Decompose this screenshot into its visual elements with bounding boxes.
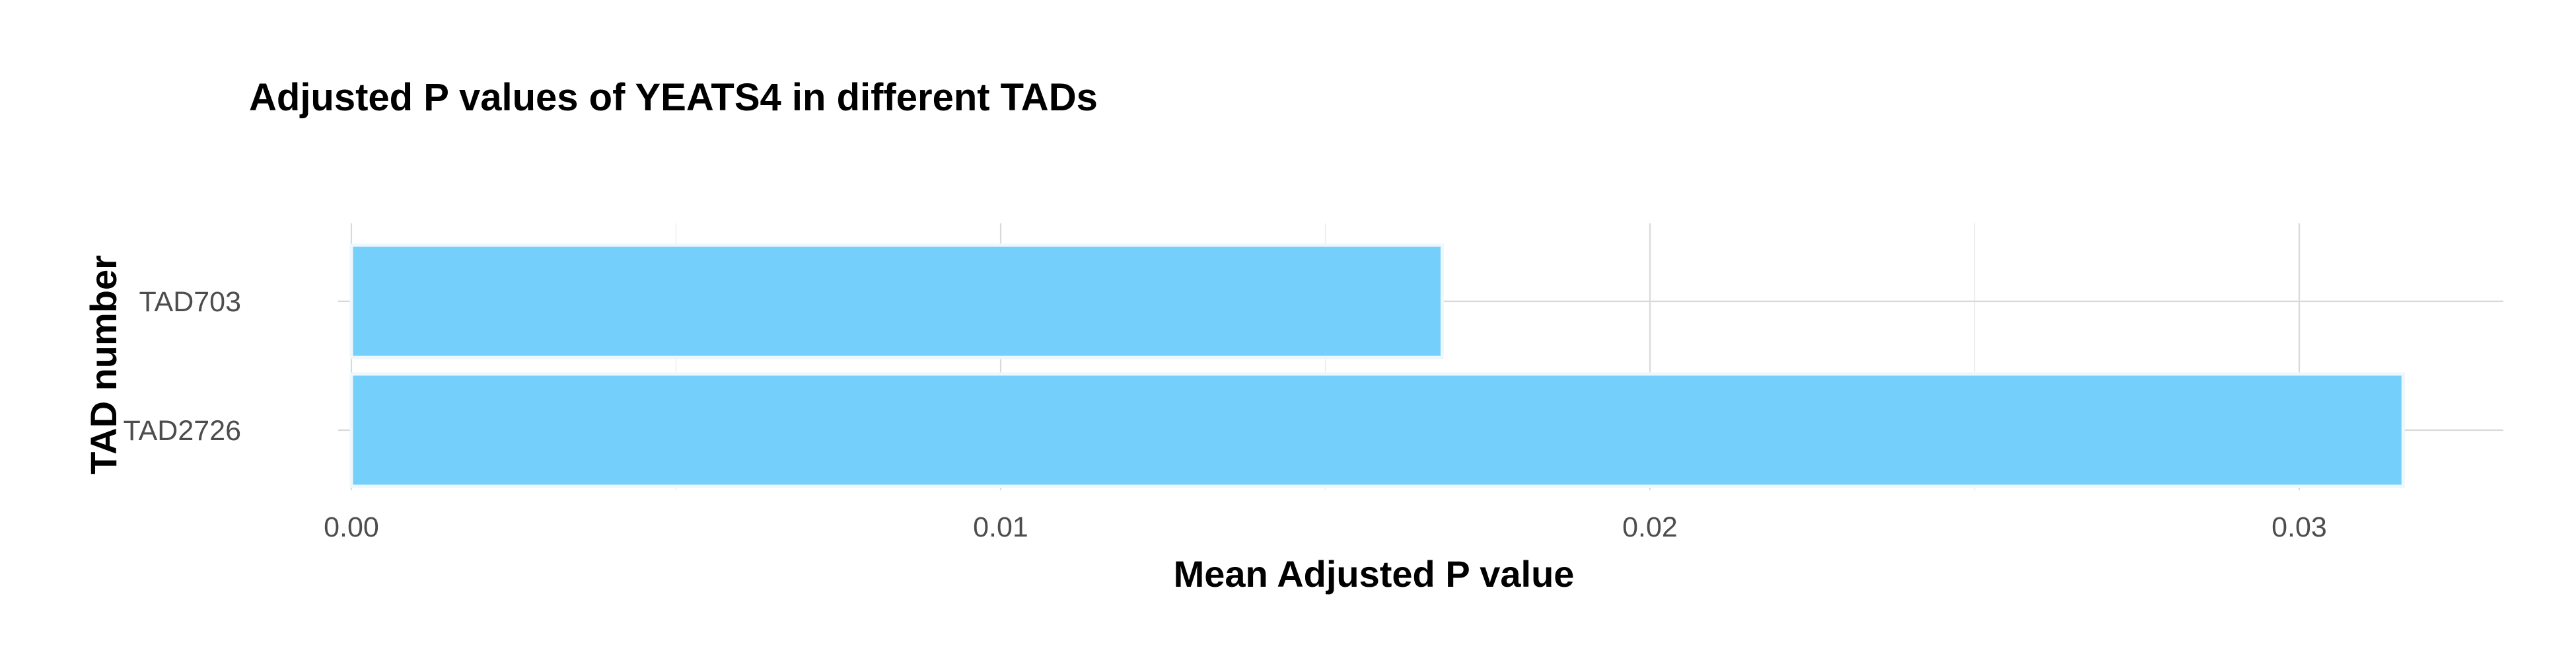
chart-title: Adjusted P values of YEATS4 in different… xyxy=(249,76,1098,119)
y-tick-label: TAD2726 xyxy=(124,415,241,447)
x-tick-label: 0.01 xyxy=(973,511,1028,543)
bar-tad703 xyxy=(349,243,1444,359)
tick-labels: TAD703 TAD2726 0.00 0.01 0.02 0.03 xyxy=(124,286,2327,543)
bar-tad2726 xyxy=(349,372,2405,488)
x-tick-label: 0.02 xyxy=(1622,511,1678,543)
x-axis-title: Mean Adjusted P value xyxy=(1174,553,1575,595)
y-axis-title: TAD number xyxy=(83,255,124,474)
x-tick-label: 0.03 xyxy=(2272,511,2327,543)
bars xyxy=(349,243,2405,488)
x-tick-label: 0.00 xyxy=(324,511,379,543)
y-tick-label: TAD703 xyxy=(139,286,241,318)
